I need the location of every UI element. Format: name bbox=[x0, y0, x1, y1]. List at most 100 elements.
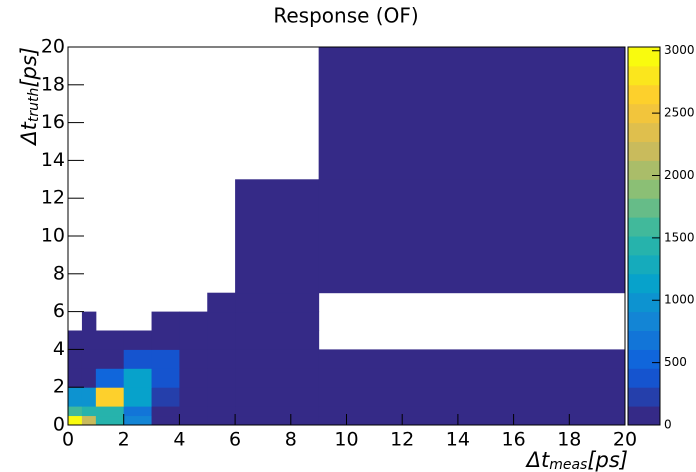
heat-cell bbox=[123, 330, 153, 350]
colorbar-frame bbox=[627, 46, 661, 426]
z-tick-label: 0 bbox=[664, 418, 672, 432]
y-tick-label: 14 bbox=[41, 149, 65, 171]
z-tick-label: 2000 bbox=[664, 168, 695, 182]
heat-cell bbox=[81, 311, 97, 331]
heat-cell bbox=[318, 179, 626, 294]
heat-cell bbox=[81, 349, 97, 369]
heat-cell bbox=[95, 387, 125, 407]
x-tick-label: 8 bbox=[285, 429, 297, 451]
heat-cell bbox=[123, 387, 153, 407]
z-tick-label: 1000 bbox=[664, 293, 695, 307]
heat-cell bbox=[95, 349, 125, 369]
heat-cell bbox=[123, 406, 153, 417]
heat-cell bbox=[151, 311, 180, 331]
colorbar-band bbox=[628, 368, 660, 388]
heat-cell bbox=[179, 406, 208, 417]
y-tick-label: 20 bbox=[41, 36, 65, 58]
heat-cell bbox=[123, 368, 153, 388]
heat-cell bbox=[235, 406, 320, 417]
x-tick-label: 18 bbox=[557, 429, 581, 451]
y-tick-label: 18 bbox=[41, 73, 65, 95]
heat-cell bbox=[151, 387, 180, 407]
heat-cell bbox=[95, 406, 125, 417]
x-tick-label: 0 bbox=[62, 429, 74, 451]
colorbar-band bbox=[628, 217, 660, 237]
heat-cell bbox=[68, 349, 83, 369]
colorbar-band bbox=[628, 198, 660, 218]
x-label-main: Δt bbox=[525, 448, 550, 472]
z-tick-label: 2500 bbox=[664, 106, 695, 120]
heat-cell bbox=[68, 387, 83, 407]
heat-cell bbox=[95, 330, 125, 350]
x-tick-label: 16 bbox=[502, 429, 526, 451]
heat-cell bbox=[207, 349, 236, 369]
colorbar-band bbox=[628, 406, 660, 426]
y-label-unit: [ps] bbox=[17, 47, 41, 88]
colorbar-band bbox=[628, 387, 660, 407]
heat-cell bbox=[81, 387, 97, 407]
heat-cell bbox=[151, 406, 180, 417]
heat-cell bbox=[179, 368, 208, 388]
x-axis-label: Δtmeas[ps] bbox=[525, 448, 628, 472]
heat-cell bbox=[318, 349, 626, 369]
heat-cell bbox=[207, 292, 236, 313]
heat-cell bbox=[235, 179, 320, 294]
heat-cell bbox=[81, 415, 97, 426]
y-tick-label: 2 bbox=[53, 376, 65, 398]
heat-cell bbox=[179, 330, 208, 350]
y-tick-label: 16 bbox=[41, 111, 65, 133]
colorbar-band bbox=[628, 311, 660, 331]
heat-cell bbox=[68, 415, 83, 426]
x-tick-label: 14 bbox=[446, 429, 470, 451]
heat-cell bbox=[151, 330, 180, 350]
colorbar-band bbox=[628, 122, 660, 142]
heat-cell bbox=[235, 387, 320, 407]
y-tick-label: 0 bbox=[53, 414, 65, 436]
heat-cell bbox=[235, 292, 320, 313]
heat-cell bbox=[235, 330, 320, 350]
heat-cell bbox=[179, 415, 208, 426]
heat-cell bbox=[151, 368, 180, 388]
y-tick-label: 12 bbox=[41, 187, 65, 209]
colorbar-band bbox=[628, 236, 660, 256]
heat-cell bbox=[81, 406, 97, 417]
chart-title: Response (OF) bbox=[273, 4, 418, 28]
colorbar-band bbox=[628, 292, 660, 313]
y-label-sub: truth bbox=[26, 88, 42, 122]
heat-cell bbox=[151, 415, 180, 426]
x-label-unit: [ps] bbox=[587, 448, 628, 472]
colorbar-band bbox=[628, 141, 660, 161]
heat-cell bbox=[318, 387, 626, 407]
colorbar-band bbox=[628, 47, 660, 67]
z-tick-label: 3000 bbox=[664, 43, 695, 57]
heat-cell bbox=[207, 406, 236, 417]
x-tick-label: 20 bbox=[613, 429, 637, 451]
heat-cell bbox=[179, 387, 208, 407]
heat-cell bbox=[207, 330, 236, 350]
heat-cell bbox=[235, 415, 320, 426]
colorbar-band bbox=[628, 349, 660, 369]
colorbar-band bbox=[628, 84, 660, 105]
heat-cell bbox=[207, 368, 236, 388]
heat-cell bbox=[207, 311, 236, 331]
x-label-sub: meas bbox=[549, 457, 587, 472]
x-tick-label: 4 bbox=[173, 429, 185, 451]
y-tick-label: 4 bbox=[53, 338, 65, 360]
heat-cell bbox=[318, 406, 626, 417]
heat-cell bbox=[207, 415, 236, 426]
heat-cell bbox=[81, 368, 97, 388]
heat-cell bbox=[123, 349, 153, 369]
heat-cell bbox=[318, 415, 626, 426]
y-tick-label: 10 bbox=[41, 225, 65, 247]
heat-cell bbox=[68, 406, 83, 417]
colorbar-band bbox=[628, 160, 660, 180]
y-label-main: Δt bbox=[17, 121, 41, 146]
heat-cell bbox=[95, 415, 125, 426]
heat-cell bbox=[68, 368, 83, 388]
colorbar-band bbox=[628, 103, 660, 124]
heat-cell bbox=[235, 349, 320, 369]
x-tick-label: 6 bbox=[229, 429, 241, 451]
y-axis-label: Δttruth[ps] bbox=[17, 47, 42, 147]
heat-cell bbox=[235, 368, 320, 388]
